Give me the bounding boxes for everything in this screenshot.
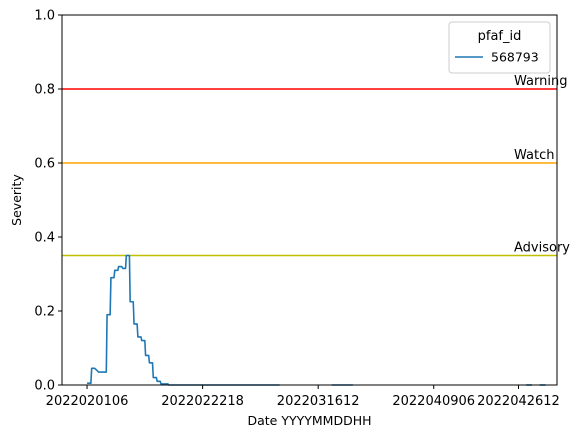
- legend: pfaf_id 568793: [448, 21, 551, 74]
- y-axis-label: Severity: [9, 174, 24, 226]
- x-axis: 2022020106 2022022218 2022031612 2022040906…: [46, 385, 560, 409]
- x-tick-label: 2022020106: [46, 394, 129, 409]
- threshold-label-warning: Warning: [514, 74, 567, 89]
- y-tick-label: 1.0: [34, 9, 55, 24]
- y-tick-label: 0.8: [34, 83, 55, 98]
- legend-title: pfaf_id: [478, 29, 522, 44]
- y-tick-label: 0.0: [34, 379, 55, 394]
- x-axis-label: Date YYYYMMDDHH: [247, 413, 371, 428]
- threshold-lines: Warning Watch Advisory: [62, 74, 570, 257]
- plot-frame: [61, 14, 558, 386]
- y-tick-label: 0.6: [34, 157, 55, 172]
- x-tick-label: 2022042612: [477, 394, 560, 409]
- threshold-label-watch: Watch: [514, 148, 554, 163]
- legend-entry-label: 568793: [491, 50, 539, 65]
- y-tick-label: 0.2: [34, 305, 55, 320]
- series-line-568793: [87, 254, 280, 386]
- x-tick-label: 2022022218: [161, 394, 244, 409]
- x-tick-label: 2022040906: [392, 394, 475, 409]
- y-axis: 0.0 0.2 0.4 0.6 0.8 1.0: [34, 9, 62, 394]
- legend-box: [448, 21, 551, 74]
- plot-background: [62, 15, 557, 385]
- threshold-label-advisory: Advisory: [514, 241, 570, 256]
- y-tick-label: 0.4: [34, 231, 55, 246]
- plot-area: Warning Watch Advisory: [61, 14, 570, 386]
- x-tick-label: 2022031612: [277, 394, 360, 409]
